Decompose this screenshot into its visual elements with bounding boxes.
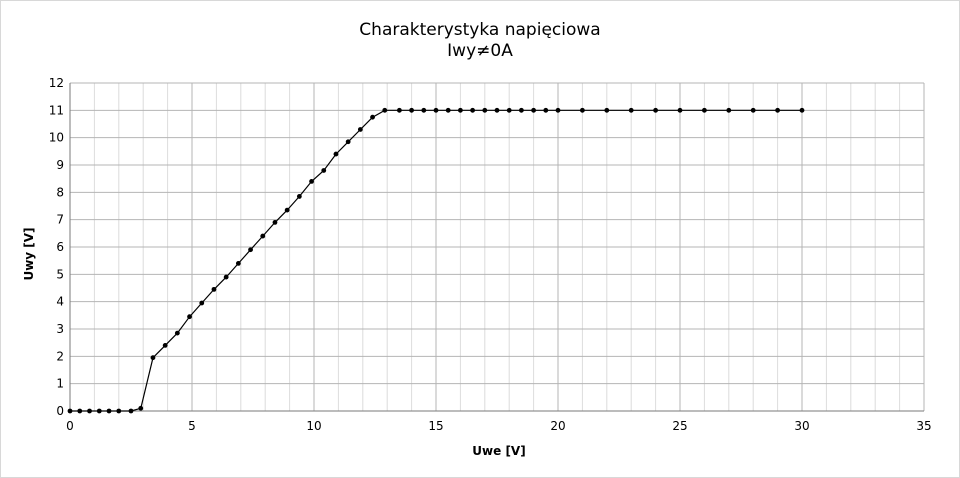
- chart-subtitle: Iwy≠0A: [447, 41, 513, 61]
- data-point: [750, 107, 756, 113]
- series-line: [70, 109, 802, 412]
- y-tick-label: 1: [56, 377, 64, 391]
- data-point: [370, 114, 375, 120]
- data-point: [248, 247, 253, 253]
- data-point: [223, 274, 229, 280]
- data-point: [162, 343, 168, 348]
- data-point: [519, 107, 524, 113]
- data-point: [409, 107, 414, 113]
- y-tick-label: 5: [56, 267, 64, 281]
- data-point: [96, 408, 102, 414]
- data-point: [397, 107, 402, 113]
- data-point: [421, 107, 427, 113]
- data-point: [77, 408, 83, 414]
- x-tick-label: 5: [188, 419, 196, 433]
- grid-lines: [69, 82, 925, 412]
- y-tick-label: 11: [49, 103, 64, 117]
- data-point: [775, 107, 780, 113]
- data-point: [345, 139, 351, 145]
- data-point: [506, 107, 512, 113]
- y-tick-label: 2: [56, 349, 64, 363]
- data-point: [702, 107, 707, 113]
- data-point: [628, 107, 634, 113]
- data-point: [296, 194, 302, 199]
- data-point: [604, 107, 610, 113]
- data-point: [580, 107, 585, 113]
- y-tick-label: 10: [49, 131, 64, 145]
- x-tick-label: 30: [794, 419, 809, 433]
- data-point: [199, 300, 205, 306]
- y-axis-label: Uwy [V]: [22, 227, 36, 280]
- data-point: [309, 179, 314, 184]
- x-tick-label: 20: [550, 419, 565, 433]
- data-point: [260, 233, 266, 239]
- y-tick-label: 3: [56, 322, 64, 336]
- y-tick-label: 6: [56, 240, 64, 254]
- x-axis-label: Uwe [V]: [472, 444, 525, 458]
- data-point: [284, 207, 290, 213]
- data-point: [543, 107, 549, 113]
- data-point: [531, 107, 536, 113]
- x-tick-label: 35: [916, 419, 931, 433]
- data-point: [174, 330, 180, 336]
- data-point: [799, 107, 805, 113]
- x-tick-label: 25: [672, 419, 687, 433]
- series-group: [67, 107, 805, 414]
- y-tick-label: 8: [56, 185, 64, 199]
- data-point: [433, 107, 439, 113]
- data-point: [106, 408, 112, 414]
- data-point: [357, 127, 363, 132]
- data-point: [333, 151, 339, 157]
- data-point: [67, 408, 73, 414]
- y-tick-label: 12: [49, 76, 64, 90]
- y-tick-label: 4: [56, 295, 64, 309]
- data-point: [272, 220, 278, 225]
- data-point: [150, 355, 156, 361]
- data-point: [211, 286, 217, 292]
- data-point: [653, 107, 658, 113]
- data-point: [494, 107, 500, 113]
- data-point: [128, 408, 134, 414]
- x-tick-label: 15: [428, 419, 443, 433]
- data-point: [677, 107, 683, 113]
- x-tick-label: 10: [306, 419, 321, 433]
- data-point: [726, 107, 732, 113]
- data-point: [482, 107, 488, 113]
- data-point: [87, 408, 92, 414]
- data-point: [138, 405, 144, 411]
- y-tick-label: 0: [56, 404, 64, 418]
- data-point: [235, 261, 241, 266]
- chart-title: Charakterystyka napięciowa: [359, 20, 601, 40]
- data-point: [382, 107, 388, 113]
- y-tick-label: 9: [56, 158, 64, 172]
- x-tick-label: 0: [66, 419, 74, 433]
- axes: [69, 83, 924, 412]
- data-point: [458, 107, 463, 113]
- data-point: [187, 314, 192, 320]
- data-point: [116, 408, 122, 414]
- data-point: [555, 107, 561, 113]
- y-tick-label: 7: [56, 213, 64, 227]
- data-point: [470, 107, 475, 113]
- data-point: [445, 107, 451, 113]
- data-point: [321, 168, 327, 173]
